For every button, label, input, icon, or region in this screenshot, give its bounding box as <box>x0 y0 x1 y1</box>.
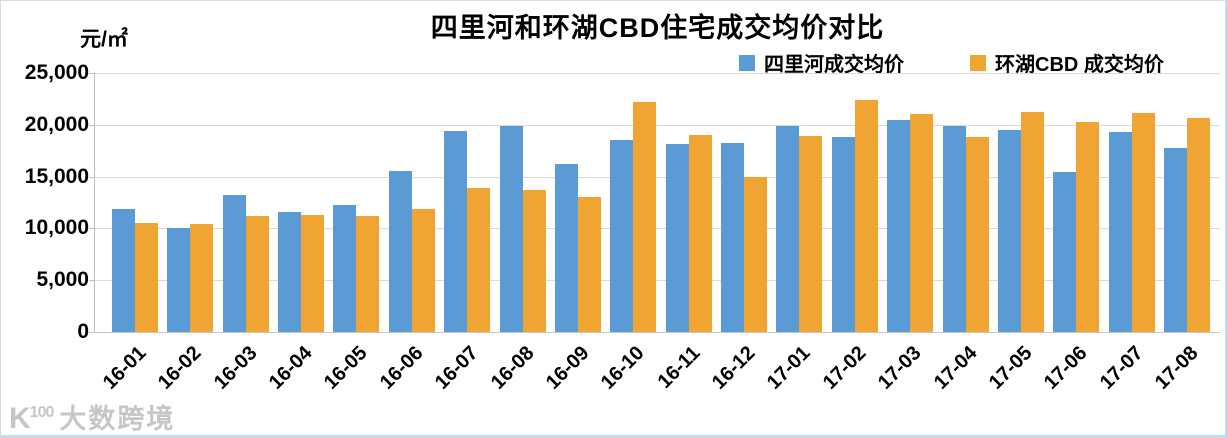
gridline <box>95 124 1220 126</box>
bar-group-17-01 <box>776 73 823 332</box>
legend-swatch-blue-icon <box>739 54 755 71</box>
bar <box>1053 172 1077 332</box>
bar-group-16-08 <box>499 73 546 332</box>
bar <box>1020 112 1044 332</box>
bar-group-17-04 <box>942 73 989 332</box>
chart-legend: 四里河成交均价 环湖CBD 成交均价 <box>739 48 1164 77</box>
bar <box>190 224 214 332</box>
bar-group-16-07 <box>444 73 491 332</box>
bar <box>577 197 601 332</box>
bar <box>665 144 689 332</box>
bar <box>522 190 546 332</box>
bar <box>744 176 768 332</box>
bar <box>301 214 325 332</box>
bar <box>1076 121 1100 332</box>
bar <box>997 129 1021 332</box>
legend-item-huanhu-cbd: 环湖CBD 成交均价 <box>970 48 1164 77</box>
bar-group-16-06 <box>388 73 435 332</box>
y-tick-mark <box>89 73 95 74</box>
watermark-logo-icon: K100 <box>9 402 54 435</box>
bar <box>633 102 657 332</box>
bar-group-16-12 <box>721 73 768 332</box>
bar <box>333 204 357 332</box>
bar <box>167 228 191 332</box>
bar <box>444 131 468 332</box>
bar-group-16-02 <box>167 73 214 332</box>
bar <box>1131 113 1155 332</box>
y-tick-mark <box>89 280 95 282</box>
watermark-text: 大数跨境 <box>59 404 176 434</box>
bar-group-16-03 <box>222 73 269 332</box>
bar <box>356 215 380 332</box>
gridline <box>95 280 1220 282</box>
bar <box>112 208 135 332</box>
bar-group-16-11 <box>665 73 712 332</box>
bar-group-16-04 <box>278 73 325 332</box>
bar <box>831 137 855 332</box>
y-tick-mark <box>89 332 95 333</box>
plot-area <box>95 73 1220 332</box>
bar-group-16-05 <box>333 73 380 332</box>
gridline <box>95 176 1220 178</box>
legend-swatch-orange-icon <box>970 54 986 71</box>
legend-label-huanhu-cbd: 环湖CBD 成交均价 <box>995 54 1164 76</box>
bar-group-17-05 <box>997 73 1044 332</box>
y-tick-mark <box>89 176 95 178</box>
y-tick-mark <box>89 228 95 230</box>
y-tick-label: 15,000 <box>24 164 89 188</box>
bar <box>688 135 712 332</box>
y-tick-mark <box>89 124 95 126</box>
bar <box>776 125 800 332</box>
bar <box>721 143 745 332</box>
bar <box>610 140 634 332</box>
watermark: K100 大数跨境 <box>9 397 176 435</box>
bar <box>411 208 435 332</box>
y-tick-label: 0 <box>77 320 89 343</box>
bar <box>499 125 523 332</box>
y-tick-label: 25,000 <box>24 61 89 84</box>
bar <box>1108 132 1132 332</box>
y-tick-label: 10,000 <box>24 216 89 240</box>
y-tick-label: 5,000 <box>36 268 89 292</box>
gridline <box>95 73 1220 74</box>
bar <box>554 164 578 332</box>
bar-group-17-08 <box>1164 73 1211 332</box>
bar <box>135 223 158 332</box>
bar-group-17-06 <box>1053 73 1100 332</box>
bar <box>245 215 269 332</box>
bar-group-17-07 <box>1108 73 1155 332</box>
bar-group-16-10 <box>610 73 657 332</box>
bar <box>278 211 302 332</box>
bar <box>965 137 989 332</box>
bar-group-16-01 <box>112 73 158 332</box>
bar <box>910 114 934 332</box>
bar <box>467 188 491 332</box>
bar-group-17-02 <box>831 73 878 332</box>
gridline <box>95 228 1220 230</box>
bar <box>222 195 246 332</box>
bar <box>388 171 412 332</box>
y-axis-unit-label: 元/㎡ <box>80 28 128 51</box>
legend-label-silihe: 四里河成交均价 <box>764 54 904 76</box>
bar <box>799 136 823 332</box>
chart-title: 四里河和环湖CBD住宅成交均价对比 <box>430 13 885 43</box>
bar-group-17-03 <box>887 73 934 332</box>
bar <box>1164 147 1188 332</box>
y-axis-line <box>94 73 95 333</box>
bar <box>942 125 966 332</box>
bar <box>854 99 878 332</box>
bar-group-16-09 <box>554 73 601 332</box>
legend-item-silihe: 四里河成交均价 <box>739 48 904 77</box>
x-axis-line <box>95 332 1220 333</box>
y-tick-label: 20,000 <box>24 112 89 136</box>
bar <box>887 119 911 332</box>
bar <box>1187 117 1211 332</box>
